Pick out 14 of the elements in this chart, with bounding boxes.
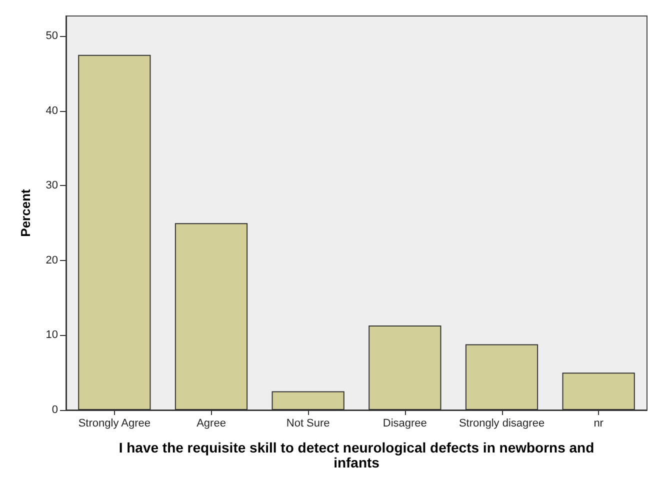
x-tick-label: nr <box>594 418 604 430</box>
y-tick-label: 20 <box>46 254 58 266</box>
x-tick-label: Not Sure <box>286 418 330 430</box>
y-tick-label: 30 <box>46 180 58 192</box>
x-axis-title: I have the requisite skill to detect neurological defects in newborns and infants <box>118 440 594 470</box>
x-tick-label: Strongly disagree <box>458 418 545 430</box>
x-tick-label: Agree <box>196 418 226 430</box>
x-tick-label: Strongly Agree <box>78 418 150 430</box>
y-tick-label: 10 <box>46 329 58 342</box>
y-tick-label: 50 <box>46 30 58 42</box>
x-tick-label: Disagree <box>382 418 427 430</box>
y-tick-label: 0 <box>52 404 58 416</box>
y-axis-title: Percent <box>18 188 33 237</box>
y-tick-label: 40 <box>46 104 58 117</box>
